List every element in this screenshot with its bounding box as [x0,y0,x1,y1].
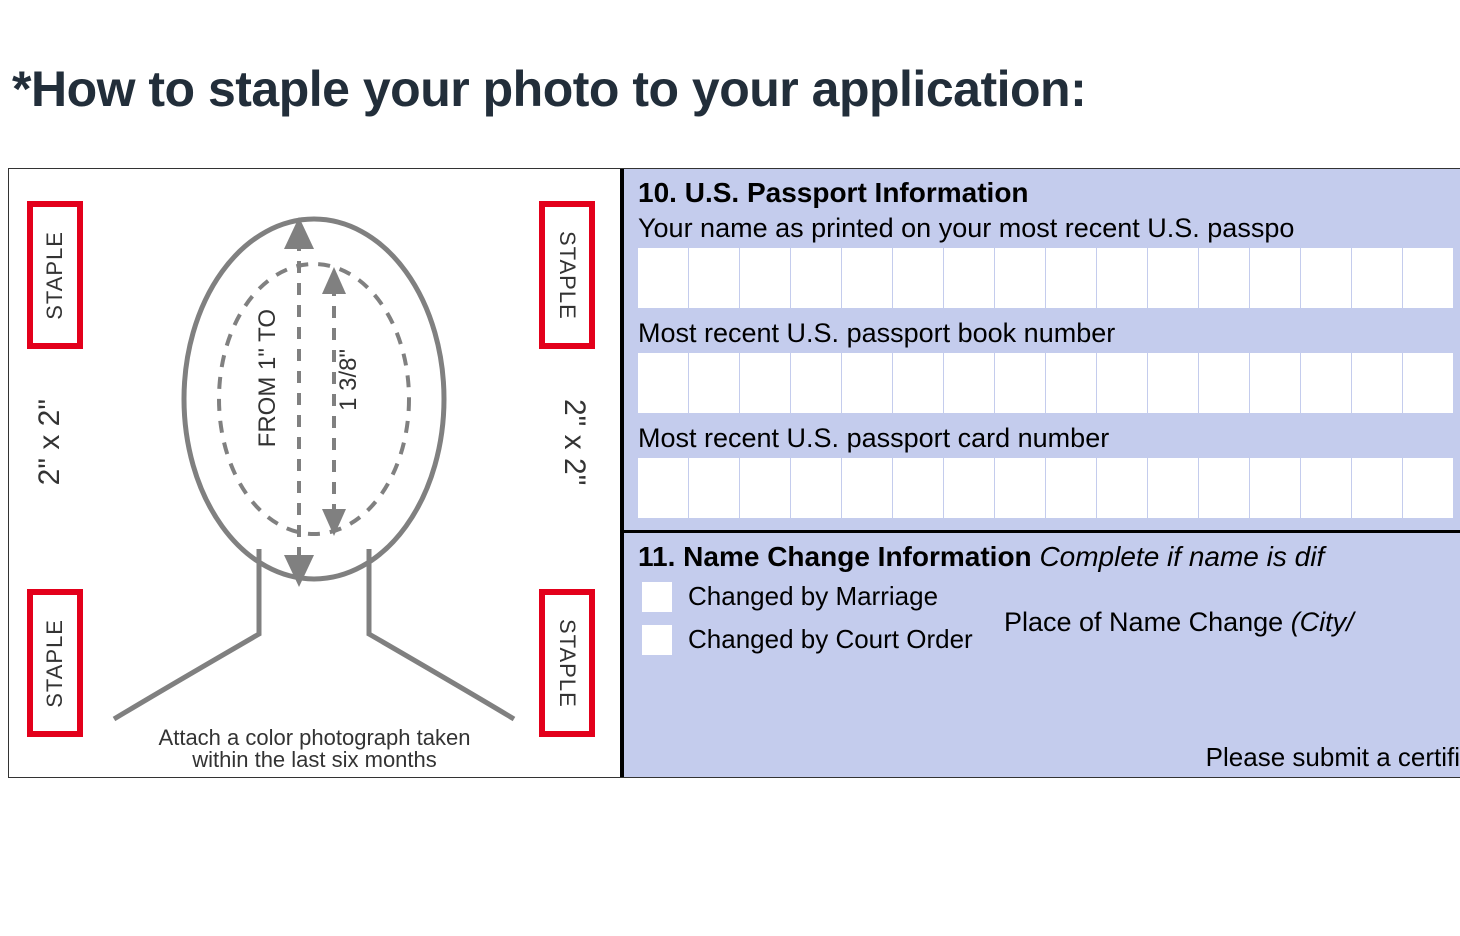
marriage-checkbox-label: Changed by Marriage [688,581,938,612]
head-to-dimension: 1 3/8" [335,349,363,411]
input-cell[interactable] [791,458,842,518]
input-cell[interactable] [1403,458,1454,518]
staple-label: STAPLE [42,231,68,320]
staple-label: STAPLE [42,619,68,708]
section-10-sub3: Most recent U.S. passport card number [624,421,1460,458]
staple-marker-top-right: STAPLE [539,201,595,349]
staple-marker-bottom-right: STAPLE [539,589,595,737]
input-cell[interactable] [1148,248,1199,308]
input-cell[interactable] [638,458,689,518]
head-silhouette-diagram [104,189,524,729]
input-cell[interactable] [689,353,740,413]
section-10-sub1: Your name as printed on your most recent… [624,211,1460,248]
court-order-checkbox[interactable] [642,625,672,655]
input-cell[interactable] [893,458,944,518]
staple-label: STAPLE [554,619,580,708]
form-panel: 10. U.S. Passport Information Your name … [624,169,1460,777]
section-10-number: 10. [638,177,677,208]
input-cell[interactable] [1403,248,1454,308]
dimension-label-right: 2" x 2" [557,399,591,485]
input-cell[interactable] [1097,458,1148,518]
input-cell[interactable] [1148,353,1199,413]
content-row: STAPLE STAPLE STAPLE STAPLE 2" x 2" 2" x… [8,168,1460,778]
input-cell[interactable] [1352,353,1403,413]
input-cell[interactable] [791,248,842,308]
input-cell[interactable] [1301,458,1352,518]
card-number-cell-row[interactable] [638,458,1460,518]
input-cell[interactable] [740,353,791,413]
page-title: *How to staple your photo to your applic… [12,60,1460,118]
input-cell[interactable] [740,248,791,308]
section-11-title: Name Change Information [683,541,1031,572]
input-cell[interactable] [944,353,995,413]
input-cell[interactable] [842,353,893,413]
input-cell[interactable] [995,353,1046,413]
input-cell[interactable] [740,458,791,518]
section-11-header: 11. Name Change Information Complete if … [624,533,1460,575]
input-cell[interactable] [842,458,893,518]
input-cell[interactable] [1250,248,1301,308]
input-cell[interactable] [944,248,995,308]
submit-certificate-note: Please submit a certifi [1206,742,1460,773]
input-cell[interactable] [1250,353,1301,413]
section-11-instruction: Complete if name is dif [1039,541,1324,572]
staple-marker-bottom-left: STAPLE [27,589,83,737]
input-cell[interactable] [1046,458,1097,518]
input-cell[interactable] [1301,353,1352,413]
place-label-text: Place of Name Change [1004,607,1283,637]
section-10-sub2: Most recent U.S. passport book number [624,316,1460,353]
section-10-title: U.S. Passport Information [685,177,1029,208]
name-cell-row[interactable] [638,248,1460,308]
section-10-header: 10. U.S. Passport Information [624,169,1460,211]
place-of-change-label: Place of Name Change (City/ [1004,607,1354,638]
photo-caption: Attach a color photograph taken within t… [9,727,620,771]
input-cell[interactable] [689,458,740,518]
input-cell[interactable] [638,353,689,413]
input-cell[interactable] [842,248,893,308]
section-11-number: 11. [638,541,675,572]
marriage-checkbox[interactable] [642,582,672,612]
input-cell[interactable] [893,353,944,413]
staple-label: STAPLE [554,231,580,320]
input-cell[interactable] [995,458,1046,518]
input-cell[interactable] [1097,248,1148,308]
input-cell[interactable] [893,248,944,308]
input-cell[interactable] [1046,248,1097,308]
input-cell[interactable] [1301,248,1352,308]
book-number-cell-row[interactable] [638,353,1460,413]
input-cell[interactable] [1250,458,1301,518]
input-cell[interactable] [1046,353,1097,413]
head-from-dimension: FROM 1" TO [254,309,282,447]
input-cell[interactable] [1199,248,1250,308]
input-cell[interactable] [995,248,1046,308]
dimension-label-left: 2" x 2" [33,399,67,485]
photo-diagram-panel: STAPLE STAPLE STAPLE STAPLE 2" x 2" 2" x… [9,169,624,777]
court-order-checkbox-label: Changed by Court Order [688,624,973,655]
input-cell[interactable] [1199,353,1250,413]
input-cell[interactable] [1352,458,1403,518]
input-cell[interactable] [638,248,689,308]
staple-marker-top-left: STAPLE [27,201,83,349]
input-cell[interactable] [791,353,842,413]
input-cell[interactable] [1097,353,1148,413]
input-cell[interactable] [1352,248,1403,308]
input-cell[interactable] [1403,353,1454,413]
input-cell[interactable] [1148,458,1199,518]
place-label-ital: (City/ [1291,607,1354,637]
input-cell[interactable] [689,248,740,308]
input-cell[interactable] [1199,458,1250,518]
input-cell[interactable] [944,458,995,518]
photo-caption-line2: within the last six months [192,747,437,772]
